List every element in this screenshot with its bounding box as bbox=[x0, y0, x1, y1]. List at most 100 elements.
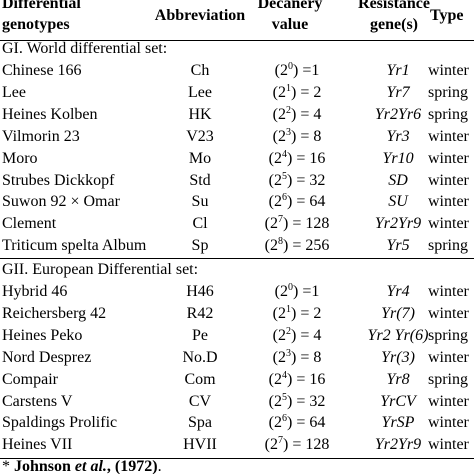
resistance-gene: Yr3 bbox=[386, 127, 410, 145]
abbreviation: Ch bbox=[190, 62, 210, 79]
resistance-gene: Yr(3) bbox=[381, 348, 415, 366]
decanery-base: (2 bbox=[268, 171, 282, 189]
growth-type: spring bbox=[428, 105, 468, 123]
growth-type: winter bbox=[428, 283, 469, 300]
growth-type: winter bbox=[428, 304, 469, 322]
abbreviation: Cl bbox=[192, 215, 208, 233]
abbreviation: V23 bbox=[186, 127, 214, 145]
decanery-value: (26) = 64 bbox=[269, 413, 326, 433]
decanery-result: ) =1 bbox=[292, 62, 320, 79]
decanery-exponent: 1 bbox=[285, 303, 291, 315]
resistance-gene: SU bbox=[388, 193, 408, 211]
decanery-base: (2 bbox=[264, 237, 278, 255]
resistance-gene: Yr8 bbox=[386, 370, 410, 388]
growth-type: spring bbox=[428, 237, 468, 255]
decanery-result: ) = 256 bbox=[282, 237, 330, 255]
decanery-result: ) = 32 bbox=[286, 171, 326, 189]
decanery-base: (2 bbox=[272, 127, 286, 145]
genotype: Nord Desprez bbox=[2, 348, 92, 366]
decanery-value: (27) = 128 bbox=[265, 214, 330, 234]
resistance-gene: Yr2Yr9 bbox=[374, 436, 422, 454]
abbreviation: Std bbox=[189, 171, 211, 189]
decanery-base: (2 bbox=[272, 348, 286, 366]
group-rule bbox=[0, 258, 474, 259]
decanery-value: (24) = 16 bbox=[269, 149, 326, 169]
resistance-gene: Yr7 bbox=[386, 83, 410, 101]
growth-type: spring bbox=[428, 83, 468, 101]
growth-type: winter bbox=[428, 62, 469, 79]
decanery-result: ) =1 bbox=[292, 283, 320, 300]
genotype: Heines Kolben bbox=[2, 105, 98, 123]
decanery-base: (2 bbox=[272, 105, 286, 123]
growth-type: winter bbox=[428, 215, 469, 233]
header-cell: Differential bbox=[2, 0, 81, 12]
decanery-base: (2 bbox=[272, 326, 286, 344]
decanery-result: ) = 2 bbox=[290, 83, 322, 101]
group-title: GI. World differential set: bbox=[2, 40, 168, 57]
decanery-value: (22) = 4 bbox=[273, 105, 322, 125]
decanery-value: (25) = 32 bbox=[269, 171, 326, 191]
resistance-gene: SD bbox=[388, 171, 408, 189]
abbreviation: CV bbox=[188, 392, 212, 410]
decanery-exponent: 8 bbox=[277, 236, 283, 248]
decanery-base: (2 bbox=[268, 193, 282, 211]
decanery-result: ) = 64 bbox=[286, 414, 326, 432]
decanery-result: ) = 8 bbox=[290, 348, 322, 366]
decanery-base: (2 bbox=[268, 392, 282, 410]
resistance-gene: Yr(7) bbox=[381, 304, 415, 322]
genotype: Heines Peko bbox=[2, 326, 83, 344]
bottom-rule bbox=[0, 458, 474, 459]
genotype: Triticum spelta Album bbox=[2, 237, 147, 255]
header-cell: Abbreviation bbox=[154, 7, 246, 24]
abbreviation: Su bbox=[191, 193, 209, 211]
decanery-base: (2 bbox=[268, 414, 282, 432]
decanery-value: (22) = 4 bbox=[273, 326, 322, 346]
decanery-base: (2 bbox=[264, 436, 278, 454]
resistance-gene: Yr5 bbox=[386, 237, 410, 255]
decanery-exponent: 3 bbox=[285, 347, 291, 359]
decanery-value: (21) = 2 bbox=[273, 83, 322, 103]
growth-type: winter bbox=[428, 193, 469, 211]
resistance-gene: Yr10 bbox=[382, 149, 414, 167]
genotype: Strubes Dickkopf bbox=[2, 171, 115, 189]
decanery-result: ) = 4 bbox=[290, 105, 322, 123]
abbreviation: Pe bbox=[192, 326, 208, 344]
decanery-exponent: 4 bbox=[281, 148, 287, 160]
decanery-exponent: 2 bbox=[285, 325, 291, 337]
decanery-result: ) = 32 bbox=[286, 392, 326, 410]
genotype: Compair bbox=[2, 370, 58, 388]
decanery-value: (24) = 16 bbox=[269, 370, 326, 390]
header-cell: Resistance bbox=[358, 0, 430, 12]
growth-type: winter bbox=[428, 171, 469, 189]
abbreviation: Spa bbox=[188, 414, 212, 432]
genotype: Vilmorin 23 bbox=[2, 127, 80, 145]
decanery-exponent: 6 bbox=[281, 413, 287, 425]
decanery-result: ) = 128 bbox=[282, 215, 330, 233]
footnote-end: . bbox=[157, 458, 162, 474]
resistance-gene: Yr1 bbox=[386, 62, 410, 79]
decanery-exponent: 2 bbox=[285, 104, 291, 116]
genotype: Carstens V bbox=[2, 392, 73, 410]
decanery-exponent: 3 bbox=[285, 126, 291, 138]
decanery-exponent: 5 bbox=[281, 391, 287, 403]
resistance-gene: YrCV bbox=[380, 392, 416, 410]
decanery-exponent: 7 bbox=[277, 435, 283, 447]
growth-type: winter bbox=[428, 149, 469, 167]
decanery-result: ) = 4 bbox=[290, 326, 322, 344]
genotype: Moro bbox=[2, 149, 38, 167]
decanery-value: (21) = 2 bbox=[273, 304, 322, 324]
growth-type: winter bbox=[428, 348, 469, 366]
decanery-value: (27) = 128 bbox=[265, 435, 330, 455]
decanery-base: (2 bbox=[272, 83, 286, 101]
abbreviation: Lee bbox=[188, 83, 212, 101]
footnote-etal: et al. bbox=[74, 458, 107, 474]
header-cell: value bbox=[271, 16, 309, 33]
footnote: * Johnson et al., (1972). bbox=[2, 457, 162, 474]
decanery-base: (2 bbox=[272, 304, 286, 322]
resistance-gene: Yr2Yr9 bbox=[374, 215, 422, 233]
abbreviation: No.D bbox=[182, 348, 218, 366]
abbreviation: H46 bbox=[186, 283, 214, 300]
genotype: Spaldings Prolific bbox=[2, 414, 118, 432]
abbreviation: Com bbox=[184, 370, 216, 388]
decanery-result: ) = 2 bbox=[290, 304, 322, 322]
